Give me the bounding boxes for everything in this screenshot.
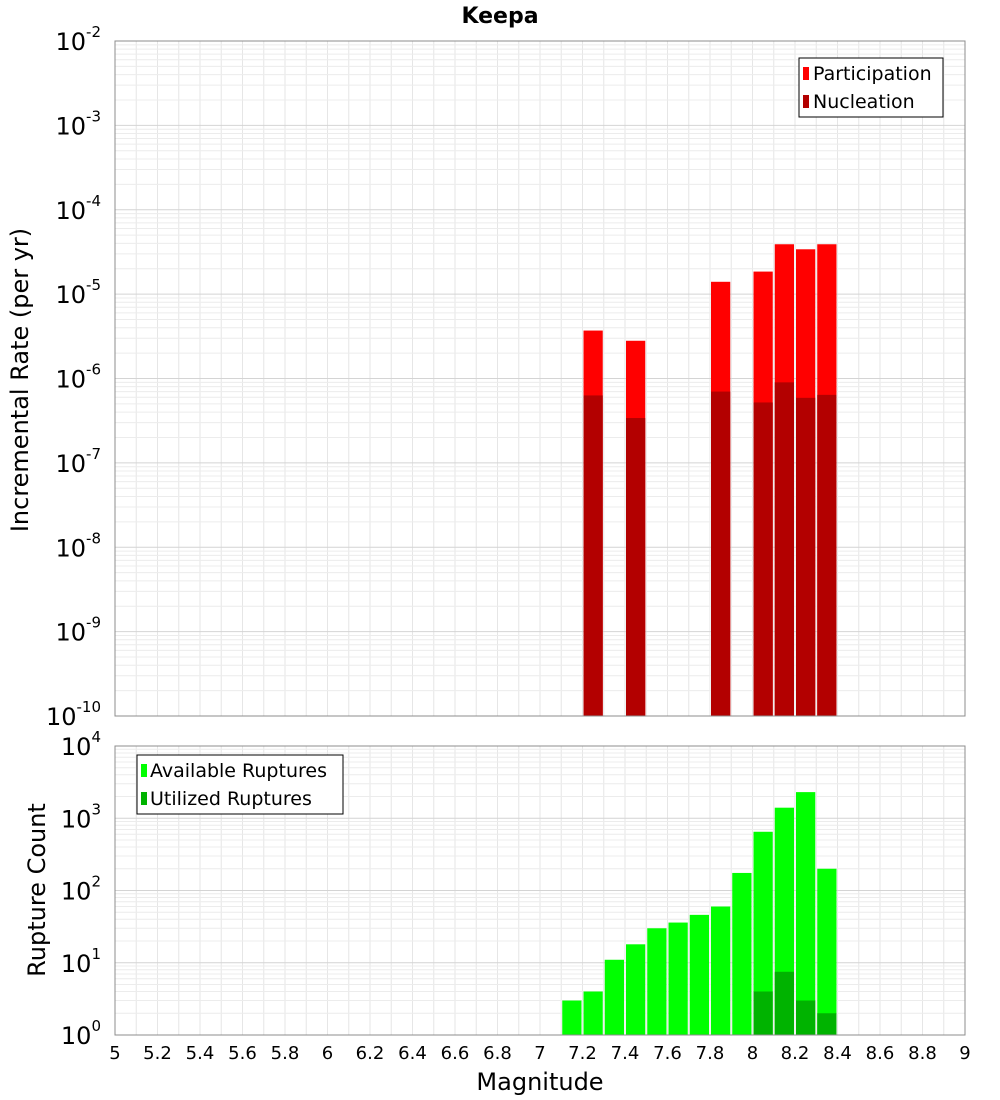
x-tick-label: 7.4	[611, 1043, 640, 1064]
x-tick-label: 6.8	[483, 1043, 512, 1064]
y-tick-label: 10-8	[55, 529, 101, 562]
rate-bar-nucleation	[774, 382, 794, 716]
y-tick-label: 10-3	[55, 107, 101, 140]
x-tick-label: 8	[747, 1043, 758, 1064]
utilized-legend-swatch	[141, 792, 147, 805]
y-tick-label: 10-5	[55, 276, 101, 309]
rate-legend-box	[798, 57, 944, 118]
x-tick-label: 8.8	[908, 1043, 937, 1064]
x-tick-label: 6.6	[441, 1043, 470, 1064]
count-bar-available-ruptures	[817, 868, 837, 1035]
count-bars	[562, 792, 837, 1035]
rate-y-axis-label: Incremental Rate (per yr)	[6, 228, 34, 532]
available-legend-swatch	[141, 764, 147, 777]
count-bar-available-ruptures	[583, 991, 603, 1035]
x-tick-label: 5.6	[228, 1043, 257, 1064]
x-tick-label: 5.4	[186, 1043, 215, 1064]
count-bar-available-ruptures	[689, 914, 709, 1035]
x-tick-label: 7	[534, 1043, 545, 1064]
count-bar-available-ruptures	[753, 831, 773, 1035]
x-tick-label: 5.8	[271, 1043, 300, 1064]
rate-bar-nucleation	[753, 402, 773, 716]
rate-gridlines	[115, 41, 965, 716]
y-tick-label: 104	[61, 728, 101, 761]
x-tick-label: 7.8	[696, 1043, 725, 1064]
utilized-legend-label: Utilized Ruptures	[150, 788, 312, 810]
available-legend-label: Available Ruptures	[150, 760, 327, 782]
x-tick-label: 5	[109, 1043, 120, 1064]
y-tick-label: 10-9	[55, 614, 101, 647]
count-bar-available-ruptures	[668, 922, 688, 1035]
rate-bar-nucleation	[711, 391, 731, 716]
rate-bar-nucleation	[626, 418, 646, 716]
rate-plot-frame	[114, 40, 966, 717]
x-tick-label: 5.2	[143, 1043, 172, 1064]
y-tick-label: 10-2	[55, 23, 101, 56]
x-tick-label: 9	[959, 1043, 970, 1064]
count-bar-available-ruptures	[604, 959, 624, 1035]
count-legend: Available Ruptures Utilized Ruptures	[136, 754, 344, 815]
count-bar-available-ruptures	[647, 928, 667, 1035]
count-y-tick-labels: 100 101 102 103 104	[61, 728, 101, 1050]
x-tick-label: 8.4	[823, 1043, 852, 1064]
count-bar-available-ruptures	[732, 872, 752, 1035]
rate-y-tick-labels: 10-10 10-9 10-8 10-7 10-6 10-5 10-4 10-3 10-2	[46, 23, 101, 731]
count-legend-box	[136, 754, 344, 815]
x-tick-label: 6	[322, 1043, 333, 1064]
nucleation-legend-swatch	[803, 95, 809, 108]
participation-legend-swatch	[803, 67, 809, 80]
y-tick-label: 101	[61, 945, 101, 978]
rate-bar-nucleation	[583, 395, 603, 716]
count-y-axis-label: Rupture Count	[23, 803, 51, 977]
y-tick-label: 100	[61, 1017, 101, 1050]
count-bar-utilized-ruptures	[753, 991, 773, 1035]
chart-title: Keepa	[461, 4, 538, 29]
rate-bar-nucleation	[796, 397, 816, 716]
count-bar-utilized-ruptures	[774, 971, 794, 1035]
count-panel: 100 101 102 103 104 5 5.2 5.4 5.6 5.8 6 6.2 6.4 6.6 6…	[23, 728, 971, 1096]
rate-panel: 10-10 10-9 10-8 10-7 10-6 10-5 10-4 10-3 10-2 In…	[6, 23, 966, 731]
x-tick-label: 7.2	[568, 1043, 597, 1064]
count-bar-utilized-ruptures	[817, 1013, 837, 1035]
count-bar-available-ruptures	[626, 944, 646, 1035]
x-tick-label: 6.2	[356, 1043, 385, 1064]
y-tick-label: 10-4	[55, 192, 101, 225]
rate-bar-nucleation	[817, 394, 837, 716]
participation-legend-label: Participation	[813, 63, 932, 85]
rate-bars	[583, 244, 837, 717]
y-tick-label: 10-7	[55, 445, 101, 478]
x-tick-label: 8.2	[781, 1043, 810, 1064]
x-axis-label: Magnitude	[476, 1068, 603, 1096]
x-tick-label: 6.4	[398, 1043, 427, 1064]
rate-legend: Participation Nucleation	[798, 57, 944, 118]
x-tick-label: 8.6	[866, 1043, 895, 1064]
count-bar-available-ruptures	[796, 792, 816, 1035]
count-plot-frame	[114, 745, 966, 1036]
y-tick-label: 10-6	[55, 361, 101, 394]
y-tick-label: 103	[61, 800, 101, 833]
count-bar-available-ruptures	[562, 1000, 582, 1035]
y-tick-label: 10-10	[46, 698, 101, 731]
count-bar-utilized-ruptures	[796, 1000, 816, 1035]
nucleation-legend-label: Nucleation	[813, 91, 915, 113]
magnitude-tick-labels: 5 5.2 5.4 5.6 5.8 6 6.2 6.4 6.6 6.8 7 7.2 7.4 7.6 7.8 8…	[109, 1043, 970, 1064]
count-bar-available-ruptures	[711, 906, 731, 1035]
x-tick-label: 7.6	[653, 1043, 682, 1064]
y-tick-label: 102	[61, 873, 101, 906]
